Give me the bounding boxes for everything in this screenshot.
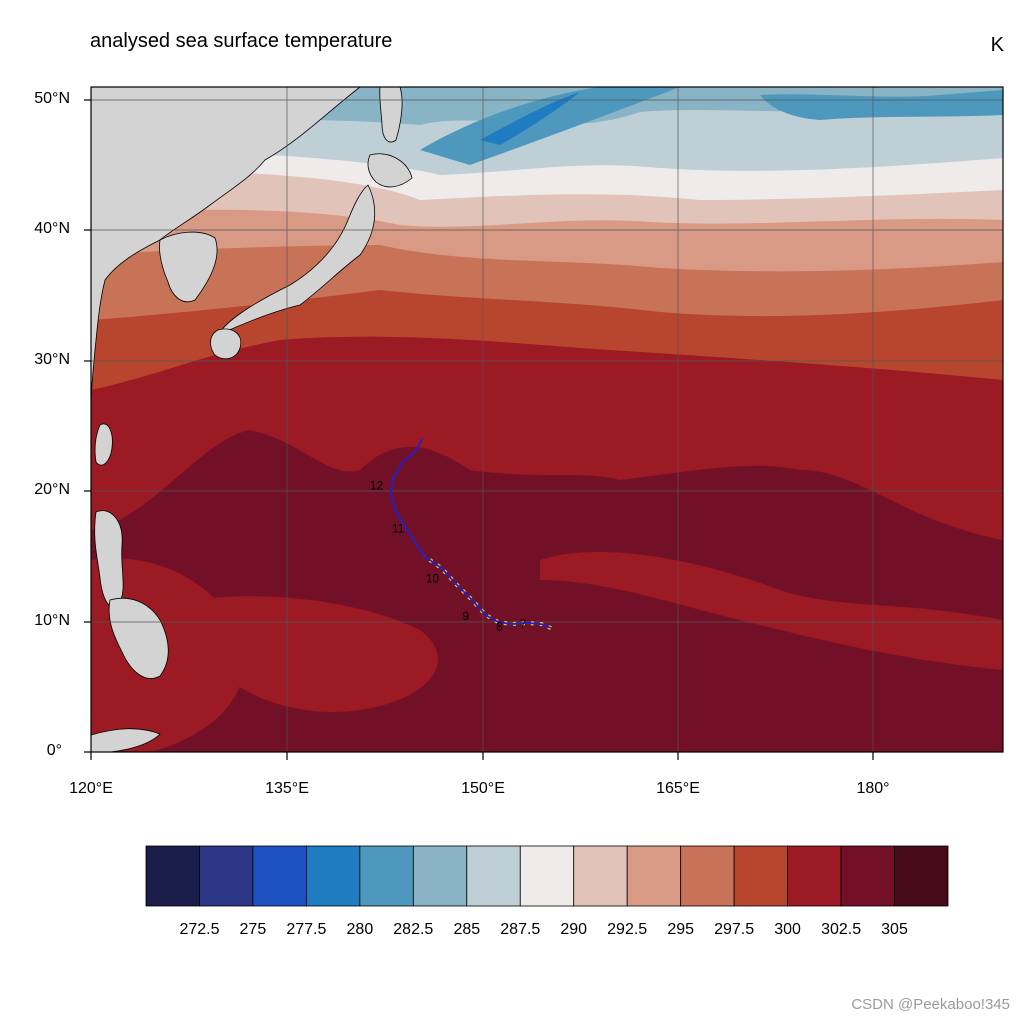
lon-label-120e: 120°E (69, 780, 113, 797)
korea-peninsula (159, 231, 218, 303)
sst-band-282-5 (420, 87, 680, 165)
colorbar-label: 302.5 (821, 921, 862, 938)
sst-patch-302-5-c (195, 596, 438, 712)
colorbar-swatch (733, 845, 789, 907)
lat-label-10n: 10°N (34, 612, 70, 629)
colorbar-swatch (894, 845, 949, 907)
colorbar-label: 295 (667, 921, 695, 938)
colorbar-swatch (573, 845, 628, 907)
track-line (389, 438, 552, 629)
taiwan (94, 423, 113, 466)
lat-label-40n: 40°N (34, 220, 70, 237)
colorbar-label: 275 (239, 921, 267, 938)
map-title: analysed sea surface temperature (90, 30, 393, 52)
track-day-label: 9 (462, 609, 469, 623)
lat-label-0: 0° (46, 742, 62, 759)
lon-label-135e: 135°E (265, 780, 309, 797)
japan-kyushu (210, 328, 242, 360)
track-day-label: 10 (426, 571, 440, 585)
units-label: K (990, 34, 1004, 56)
sst-patch-302-5-a (540, 551, 1003, 670)
asian-mainland (91, 87, 361, 401)
typhoon-track: 7 8 9 10 11 12 (370, 438, 552, 634)
track-day-label: 11 (392, 522, 405, 536)
colorbar-label: 292.5 (607, 921, 648, 938)
sakhalin-kurils (379, 87, 403, 143)
colorbar-label: 305 (881, 921, 908, 938)
borneo-celebes (91, 728, 161, 752)
lon-label-180: 180° (856, 780, 890, 797)
colorbar-swatch (840, 845, 895, 907)
colorbar-swatch (252, 845, 307, 907)
track-day-label: 7 (520, 617, 527, 631)
colorbar-label: 297.5 (714, 921, 755, 938)
lat-label-50n: 50°N (34, 90, 70, 107)
colorbar-swatch (519, 845, 575, 907)
lon-label-165e: 165°E (656, 780, 700, 797)
colorbar-label: 290 (560, 921, 588, 938)
colorbar-label: 277.5 (286, 921, 327, 938)
sst-band-280 (480, 92, 580, 145)
colorbar-swatch (680, 845, 735, 907)
lon-label-150e: 150°E (461, 780, 505, 797)
tick-marks (84, 99, 874, 760)
colorbar-label: 280 (346, 921, 374, 938)
lat-label-30n: 30°N (34, 351, 70, 368)
japan-hokkaido (367, 153, 413, 188)
visayas-mindanao (108, 597, 169, 679)
colorbar-label: 282.5 (393, 921, 434, 938)
colorbar-swatch (145, 845, 200, 907)
colorbar-label: 287.5 (500, 921, 541, 938)
track-day-label: 12 (370, 479, 384, 493)
map-frame (90, 86, 1004, 753)
colorbar-swatch (626, 845, 682, 907)
watermark: CSDN @Peekaboo!345 (851, 996, 1010, 1013)
colorbar-swatch (412, 845, 468, 907)
lat-label-20n: 20°N (34, 481, 70, 498)
colorbar-label: 272.5 (179, 921, 220, 938)
track-day-label: 8 (496, 620, 503, 634)
colorbar (145, 845, 949, 907)
colorbar-swatch (359, 845, 414, 907)
colorbar-swatch (787, 845, 842, 907)
colorbar-label: 300 (774, 921, 801, 938)
sst-band-282-5-east (760, 90, 1003, 120)
colorbar-swatch (305, 845, 361, 907)
colorbar-label: 285 (453, 921, 481, 938)
gridlines (91, 87, 1003, 752)
colorbar-swatch (466, 845, 521, 907)
colorbar-swatch (199, 845, 254, 907)
